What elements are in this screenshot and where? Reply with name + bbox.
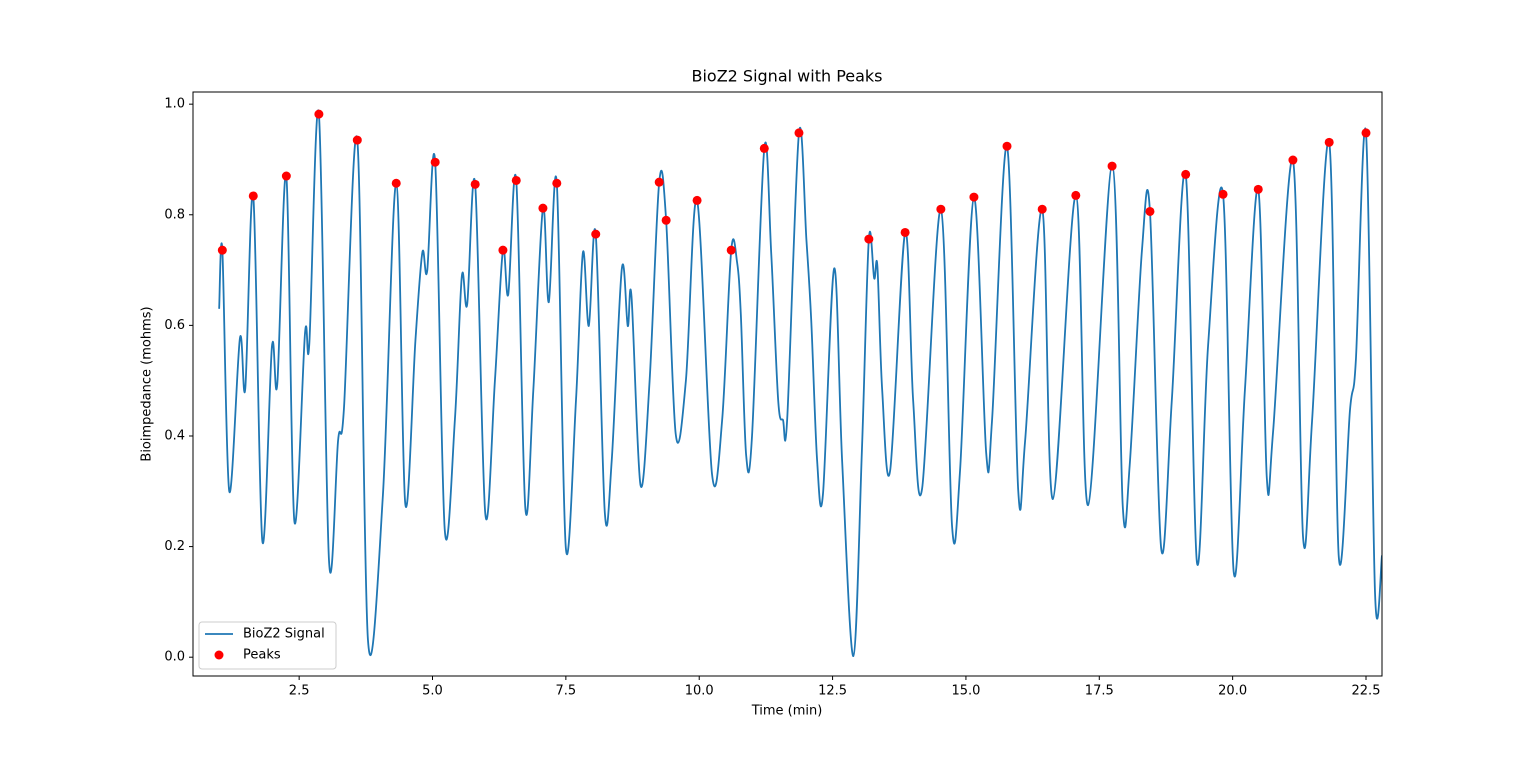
peak-marker (759, 143, 769, 153)
x-tick-label: 17.5 (1085, 684, 1114, 699)
plot-area (193, 92, 1382, 676)
peak-marker (248, 191, 258, 201)
peak-marker (1288, 155, 1298, 165)
peak-marker (1253, 184, 1263, 194)
peak-marker (1218, 189, 1228, 199)
peak-marker (1107, 161, 1117, 171)
plot-frame (192, 91, 1383, 677)
x-axis-label: Time (min) (751, 704, 823, 719)
peak-marker (726, 245, 736, 255)
y-tick-label: 0.4 (164, 428, 185, 443)
peak-marker (498, 245, 508, 255)
x-tick-label: 10.0 (685, 684, 714, 699)
y-tick-label: 0.6 (164, 318, 185, 333)
legend-label: Peaks (243, 648, 281, 663)
x-tick-label: 7.5 (556, 684, 577, 699)
peak-marker (511, 175, 521, 185)
peak-marker (794, 128, 804, 138)
peak-marker (281, 171, 291, 181)
peak-marker (1071, 190, 1081, 200)
y-tick-label: 0.0 (164, 650, 185, 665)
peak-marker (654, 177, 664, 187)
peak-marker (470, 179, 480, 189)
peak-marker (1324, 137, 1334, 147)
y-tick-label: 1.0 (164, 97, 185, 112)
peak-marker (936, 204, 946, 214)
peak-marker (217, 245, 227, 255)
legend-box (198, 621, 337, 670)
x-tick-label: 5.0 (422, 684, 443, 699)
peak-marker (692, 195, 702, 205)
peak-marker (1361, 128, 1371, 138)
peak-marker (552, 178, 562, 188)
x-tick-label: 15.0 (951, 684, 980, 699)
signal-line (218, 109, 1382, 657)
peak-marker (430, 157, 440, 167)
chart-title: BioZ2 Signal with Peaks (691, 67, 882, 86)
legend-marker (214, 650, 224, 660)
legend-label: BioZ2 Signal (243, 627, 325, 642)
peak-marker (900, 227, 910, 237)
x-tick-label: 20.0 (1218, 684, 1247, 699)
peak-marker (1002, 141, 1012, 151)
x-tick-label: 12.5 (818, 684, 847, 699)
peak-marker (352, 135, 362, 145)
peak-marker (538, 203, 548, 213)
peak-marker (1037, 204, 1047, 214)
x-tick-label: 22.5 (1352, 684, 1381, 699)
y-tick-label: 0.2 (164, 539, 185, 554)
peak-marker (591, 229, 601, 239)
peak-marker (391, 178, 401, 188)
x-tick-label: 2.5 (289, 684, 310, 699)
y-axis-label: Bioimpedance (mohms) (140, 306, 155, 461)
peak-marker (314, 109, 324, 119)
y-tick-label: 0.8 (164, 207, 185, 222)
peak-marker (1181, 169, 1191, 179)
peak-marker (864, 234, 874, 244)
peak-marker (969, 192, 979, 202)
peak-marker (1145, 206, 1155, 216)
peak-marker (661, 215, 671, 225)
